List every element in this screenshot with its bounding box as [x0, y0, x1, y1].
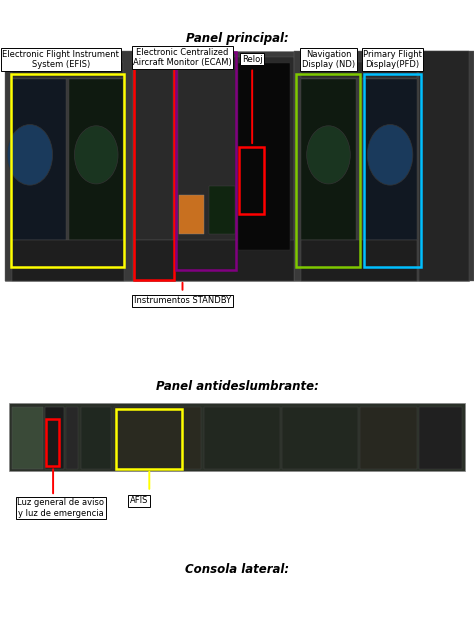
Bar: [46, 419, 59, 466]
Bar: [178, 57, 294, 259]
Text: Electronic Centralized
Aircraft Monitor (ECAM): Electronic Centralized Aircraft Monitor …: [133, 48, 232, 67]
Bar: [364, 74, 421, 267]
Bar: [12, 407, 43, 469]
Text: Navigation
Display (ND): Navigation Display (ND): [302, 50, 355, 69]
Bar: [135, 63, 173, 240]
Bar: [45, 407, 64, 469]
Bar: [135, 240, 294, 281]
Bar: [66, 407, 78, 469]
Text: Electronic Flight Instrument
System (EFIS): Electronic Flight Instrument System (EFI…: [2, 50, 119, 69]
Circle shape: [307, 126, 350, 184]
Text: Primary Flight
Display(PFD): Primary Flight Display(PFD): [363, 50, 422, 69]
Bar: [11, 74, 124, 267]
Bar: [134, 52, 174, 280]
Bar: [69, 79, 123, 240]
Bar: [301, 240, 417, 281]
Bar: [12, 240, 124, 281]
Text: Luz general de aviso
y luz de emergencia: Luz general de aviso y luz de emergencia: [17, 499, 104, 518]
Bar: [363, 79, 417, 240]
Circle shape: [7, 125, 53, 185]
Bar: [179, 195, 204, 234]
Bar: [12, 62, 123, 78]
Bar: [360, 407, 417, 469]
Text: AFIS: AFIS: [130, 496, 148, 505]
Bar: [204, 407, 280, 469]
Text: Instrumentos STANDBY: Instrumentos STANDBY: [134, 296, 231, 305]
Bar: [209, 186, 235, 234]
Bar: [5, 51, 133, 281]
Text: Reloj: Reloj: [242, 55, 263, 64]
Bar: [282, 407, 358, 469]
Bar: [419, 407, 462, 469]
Bar: [176, 52, 236, 270]
Bar: [5, 51, 469, 281]
Bar: [12, 79, 66, 240]
Bar: [301, 79, 356, 240]
Bar: [116, 409, 182, 469]
Bar: [238, 63, 290, 250]
Bar: [296, 74, 360, 267]
Bar: [81, 407, 111, 469]
Bar: [239, 147, 264, 214]
Circle shape: [74, 126, 118, 184]
Bar: [301, 62, 417, 78]
Text: Consola lateral:: Consola lateral:: [185, 563, 289, 576]
Bar: [9, 403, 465, 471]
Bar: [114, 407, 201, 469]
Circle shape: [367, 125, 413, 185]
Text: Panel antideslumbrante:: Panel antideslumbrante:: [155, 380, 319, 393]
Text: Panel principal:: Panel principal:: [186, 32, 288, 46]
Bar: [294, 51, 474, 281]
Bar: [419, 51, 469, 281]
